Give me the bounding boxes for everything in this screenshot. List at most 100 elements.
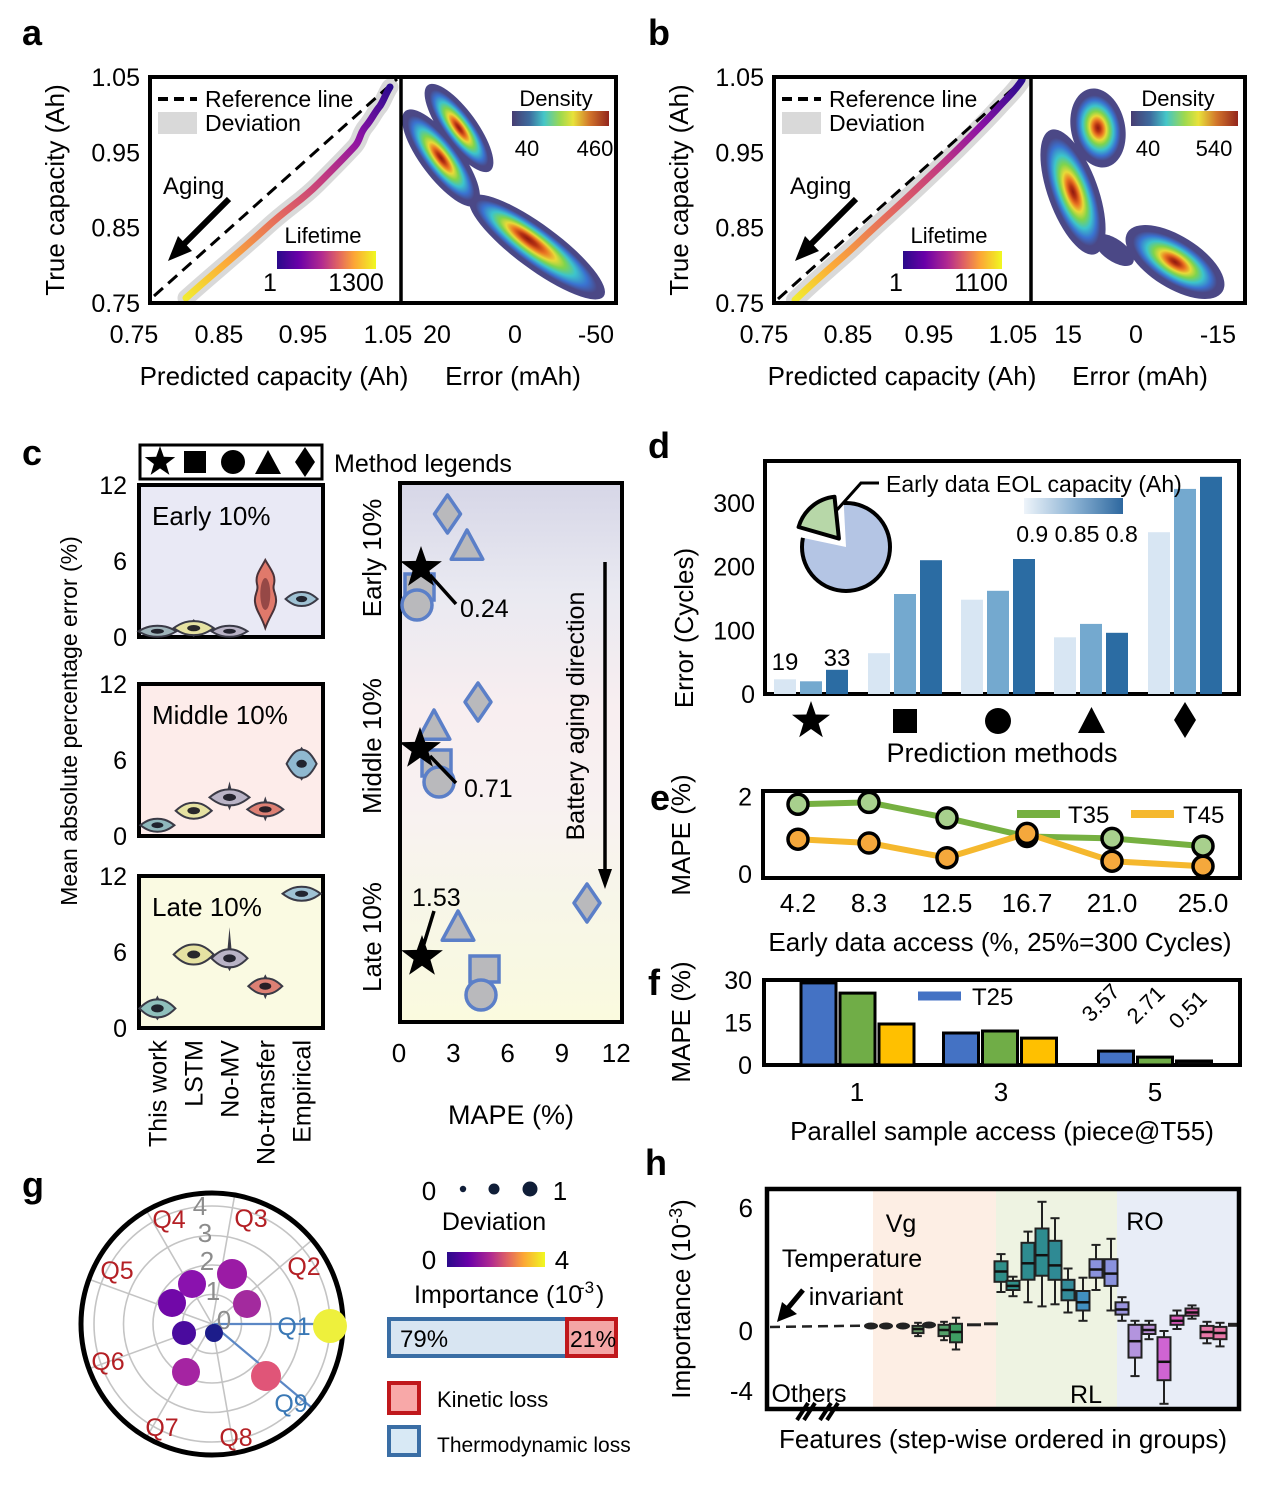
svg-text:540: 540 (1196, 136, 1233, 161)
svg-text:Aging: Aging (163, 173, 224, 200)
svg-text:12: 12 (602, 1038, 631, 1068)
svg-text:Middle 10%: Middle 10% (152, 700, 288, 730)
svg-text:Lifetime: Lifetime (284, 223, 361, 248)
svg-text:0: 0 (738, 861, 752, 889)
svg-text:Q4: Q4 (152, 1206, 185, 1234)
svg-text:MAPE (%): MAPE (%) (666, 774, 696, 895)
svg-text:Predicted capacity (Ah): Predicted capacity (Ah) (768, 361, 1037, 391)
svg-text:0.95: 0.95 (91, 139, 140, 167)
svg-text:invariant: invariant (809, 1283, 904, 1311)
svg-text:Middle 10%: Middle 10% (357, 678, 387, 814)
svg-text:4: 4 (555, 1245, 569, 1275)
svg-text:c: c (22, 432, 42, 473)
svg-text:Battery aging direction: Battery aging direction (562, 592, 590, 841)
svg-text:Method legends: Method legends (334, 450, 512, 478)
svg-text:Kinetic loss: Kinetic loss (437, 1387, 548, 1412)
svg-text:Reference line: Reference line (829, 86, 977, 112)
svg-text:): ) (596, 1281, 604, 1309)
svg-text:4.2: 4.2 (780, 888, 816, 918)
svg-text:200: 200 (713, 554, 755, 582)
svg-text:0.75: 0.75 (715, 290, 764, 318)
svg-text:Q1: Q1 (277, 1313, 310, 1341)
svg-text:0.75: 0.75 (110, 321, 159, 349)
svg-text:1100: 1100 (954, 269, 1008, 297)
svg-text:EOL capacity (Ah): EOL capacity (Ah) (996, 471, 1182, 497)
svg-text:Predicted capacity (Ah): Predicted capacity (Ah) (140, 361, 409, 391)
svg-text:1: 1 (553, 1176, 567, 1206)
svg-text:Importance (10-3): Importance (10-3) (666, 1199, 696, 1399)
svg-text:0.95: 0.95 (905, 321, 954, 349)
svg-text:3: 3 (198, 1218, 212, 1248)
svg-text:6: 6 (500, 1038, 514, 1068)
svg-text:Prediction methods: Prediction methods (886, 738, 1117, 768)
svg-text:0: 0 (1129, 321, 1143, 349)
svg-text:No-transfer: No-transfer (252, 1040, 280, 1165)
svg-text:Q9: Q9 (274, 1390, 307, 1418)
svg-text:a: a (22, 12, 43, 53)
svg-text:1300: 1300 (328, 269, 384, 297)
svg-text:0.85: 0.85 (715, 215, 764, 243)
svg-text:12: 12 (99, 671, 127, 699)
svg-text:Temperature: Temperature (782, 1245, 922, 1273)
svg-text:Density: Density (519, 86, 592, 111)
svg-text:0.85: 0.85 (91, 215, 140, 243)
svg-text:Q8: Q8 (219, 1424, 252, 1452)
svg-text:True capacity (Ah): True capacity (Ah) (664, 84, 694, 295)
svg-text:33: 33 (824, 645, 851, 672)
svg-text:0: 0 (422, 1245, 436, 1275)
svg-text:Reference line: Reference line (205, 86, 353, 112)
svg-text:9: 9 (555, 1038, 569, 1068)
svg-text:-50: -50 (578, 321, 614, 349)
svg-text:Deviation: Deviation (205, 110, 301, 136)
svg-text:0: 0 (113, 624, 127, 652)
svg-text:Q7: Q7 (145, 1414, 178, 1442)
svg-text:6: 6 (113, 548, 127, 576)
svg-text:1.53: 1.53 (412, 884, 461, 912)
svg-text:Parallel sample access (piece@: Parallel sample access (piece@T55) (790, 1116, 1214, 1146)
svg-text:2: 2 (738, 784, 752, 812)
svg-text:MAPE (%): MAPE (%) (666, 961, 696, 1082)
svg-text:1.05: 1.05 (91, 64, 140, 92)
svg-text:h: h (645, 1142, 667, 1183)
svg-text:Late 10%: Late 10% (152, 892, 262, 922)
svg-text:2: 2 (200, 1246, 214, 1276)
svg-text:T35: T35 (1068, 802, 1109, 829)
svg-text:1: 1 (850, 1077, 864, 1107)
svg-text:Error (mAh): Error (mAh) (445, 361, 581, 391)
svg-text:25.0: 25.0 (1178, 888, 1229, 918)
svg-text:40: 40 (515, 136, 539, 161)
svg-text:Early data: Early data (886, 471, 990, 497)
svg-text:0: 0 (113, 1015, 127, 1043)
svg-text:15: 15 (724, 1010, 752, 1038)
svg-text:MAPE (%): MAPE (%) (448, 1100, 574, 1130)
svg-text:Error (mAh): Error (mAh) (1072, 361, 1208, 391)
svg-text:8.3: 8.3 (851, 888, 887, 918)
svg-text:Q3: Q3 (234, 1205, 267, 1233)
svg-text:e: e (650, 777, 670, 818)
svg-text:Aging: Aging (790, 173, 851, 200)
svg-text:Others: Others (771, 1380, 846, 1408)
svg-text:f: f (648, 962, 661, 1003)
svg-text:1.05: 1.05 (989, 321, 1038, 349)
svg-text:0: 0 (738, 1052, 752, 1080)
svg-text:0: 0 (508, 321, 522, 349)
svg-text:Early data access (%, 25%=300: Early data access (%, 25%=300 Cycles) (768, 927, 1231, 957)
svg-text:g: g (22, 1164, 44, 1205)
svg-text:16.7: 16.7 (1002, 888, 1053, 918)
svg-text:0: 0 (422, 1176, 436, 1206)
svg-text:0.71: 0.71 (464, 775, 513, 803)
svg-text:Late 10%: Late 10% (357, 882, 387, 992)
svg-text:Deviation: Deviation (829, 110, 925, 136)
svg-text:15: 15 (1054, 321, 1082, 349)
svg-text:0.9 0.85 0.8: 0.9 0.85 0.8 (1016, 521, 1138, 547)
svg-text:Deviation: Deviation (442, 1208, 546, 1236)
svg-text:6: 6 (113, 939, 127, 967)
svg-text:1: 1 (206, 1276, 220, 1306)
svg-text:True capacity (Ah): True capacity (Ah) (40, 84, 70, 295)
svg-text:19: 19 (772, 649, 799, 676)
svg-text:0: 0 (741, 681, 755, 709)
svg-text:100: 100 (713, 617, 755, 645)
svg-text:0.24: 0.24 (460, 595, 509, 623)
svg-text:T45: T45 (1183, 802, 1224, 829)
svg-text:LSTM: LSTM (181, 1040, 209, 1107)
